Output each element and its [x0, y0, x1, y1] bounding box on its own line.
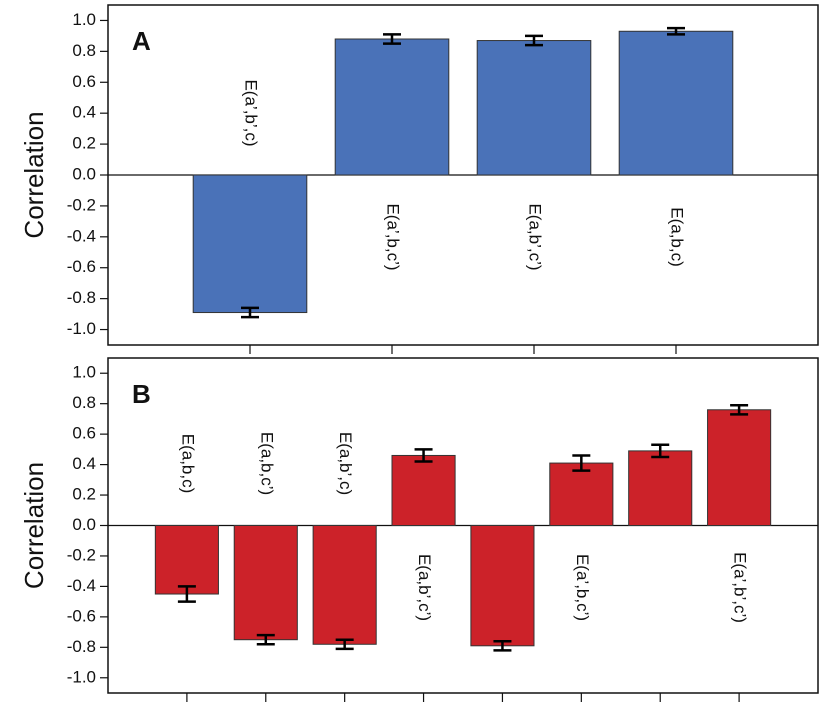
error-bar — [651, 443, 670, 459]
y-tick-label: 0.8 — [72, 393, 96, 412]
y-tick-label: -0.4 — [67, 576, 96, 595]
category-label: E(a,b,c) — [668, 207, 687, 267]
bar — [154, 525, 219, 595]
category-label: E(a,b,c) — [178, 434, 197, 494]
error-bar — [383, 33, 401, 45]
category-label: E(a’,b’,c) — [242, 79, 261, 146]
y-tick-label: 0.0 — [72, 515, 96, 534]
y-tick-label: -0.6 — [67, 606, 96, 625]
bar — [312, 525, 377, 645]
bar — [707, 409, 772, 527]
bar — [549, 462, 614, 526]
bar — [628, 450, 693, 526]
y-tick-label: -1.0 — [67, 667, 96, 686]
error-bar — [525, 34, 543, 47]
y-tick-label: 0.2 — [72, 485, 96, 504]
bar — [334, 38, 450, 176]
error-bar — [256, 633, 275, 646]
y-tick-label: -1.0 — [67, 319, 96, 338]
y-tick-label: -0.2 — [67, 545, 96, 564]
error-bar — [177, 585, 196, 603]
y-axis-label: Correlation — [19, 462, 49, 589]
y-tick-label: -0.4 — [67, 226, 96, 245]
category-label: E(a,b’,c) — [336, 432, 355, 495]
bar — [391, 454, 456, 527]
category-label: E(a,b’,c’) — [526, 203, 545, 270]
y-tick-label: 1.0 — [72, 10, 96, 29]
category-label: E(a’,b,c’) — [384, 203, 403, 270]
error-bar — [493, 639, 512, 652]
y-tick-label: 0.4 — [72, 454, 96, 473]
y-tick-label: 0.6 — [72, 72, 96, 91]
error-bar — [730, 403, 749, 416]
y-tick-label: 0.6 — [72, 424, 96, 443]
y-tick-label: 0.0 — [72, 164, 96, 183]
y-tick-label: 0.4 — [72, 103, 96, 122]
error-bar — [667, 26, 685, 36]
panel-label: B — [132, 379, 151, 409]
y-axis-label: Correlation — [19, 111, 49, 238]
bar — [618, 30, 734, 176]
plot-frame — [107, 357, 819, 694]
y-tick-label: 1.0 — [72, 363, 96, 382]
panel-label: A — [132, 26, 151, 56]
bar — [233, 525, 298, 641]
category-label: E(a’,b,c’) — [573, 554, 592, 621]
y-tick-label: -0.8 — [67, 637, 96, 656]
y-tick-label: -0.2 — [67, 195, 96, 214]
plot-frame — [107, 4, 819, 346]
y-tick-label: 0.2 — [72, 134, 96, 153]
error-bar — [414, 448, 433, 463]
y-tick-label: -0.8 — [67, 288, 96, 307]
category-label: E(a,b’,c’) — [415, 554, 434, 621]
error-bar — [335, 638, 354, 651]
y-tick-label: -0.6 — [67, 257, 96, 276]
bar — [476, 40, 592, 176]
category-label: E(a’,b’,c’) — [731, 552, 750, 623]
error-bar — [572, 454, 591, 472]
category-label: E(a,b,c’) — [257, 432, 276, 495]
y-tick-label: 0.8 — [72, 41, 96, 60]
bar — [192, 174, 308, 314]
bar — [470, 525, 535, 647]
error-bar — [241, 306, 259, 319]
